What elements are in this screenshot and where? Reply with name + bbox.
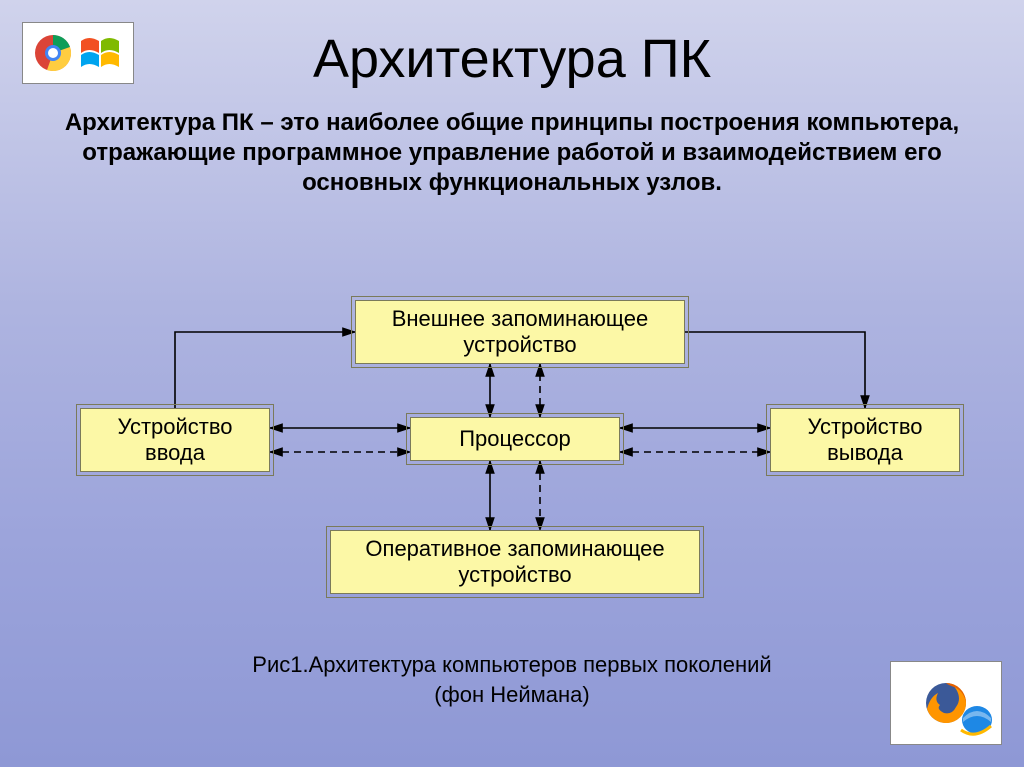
figure-caption: Рис1.Архитектура компьютеров первых поко…: [0, 650, 1024, 709]
node-label: Устройство ввода: [89, 414, 261, 467]
slide-title: Архитектура ПК: [0, 28, 1024, 90]
slide: Архитектура ПК Архитектура ПК – это наиб…: [0, 0, 1024, 767]
node-ram: Оперативное запоминающее устройство: [330, 530, 700, 594]
node-label: Внешнее запоминающее устройство: [364, 306, 676, 359]
caption-line2: (фон Неймана): [434, 682, 589, 707]
caption-line1: Рис1.Архитектура компьютеров первых поко…: [252, 652, 771, 677]
node-external-storage: Внешнее запоминающее устройство: [355, 300, 685, 364]
node-output: Устройство вывода: [770, 408, 960, 472]
slide-subtitle: Архитектура ПК – это наиболее общие прин…: [60, 108, 964, 198]
node-cpu: Процессор: [410, 417, 620, 461]
node-label: Оперативное запоминающее устройство: [339, 536, 691, 589]
node-input: Устройство ввода: [80, 408, 270, 472]
node-label: Устройство вывода: [779, 414, 951, 467]
node-label: Процессор: [459, 426, 571, 452]
